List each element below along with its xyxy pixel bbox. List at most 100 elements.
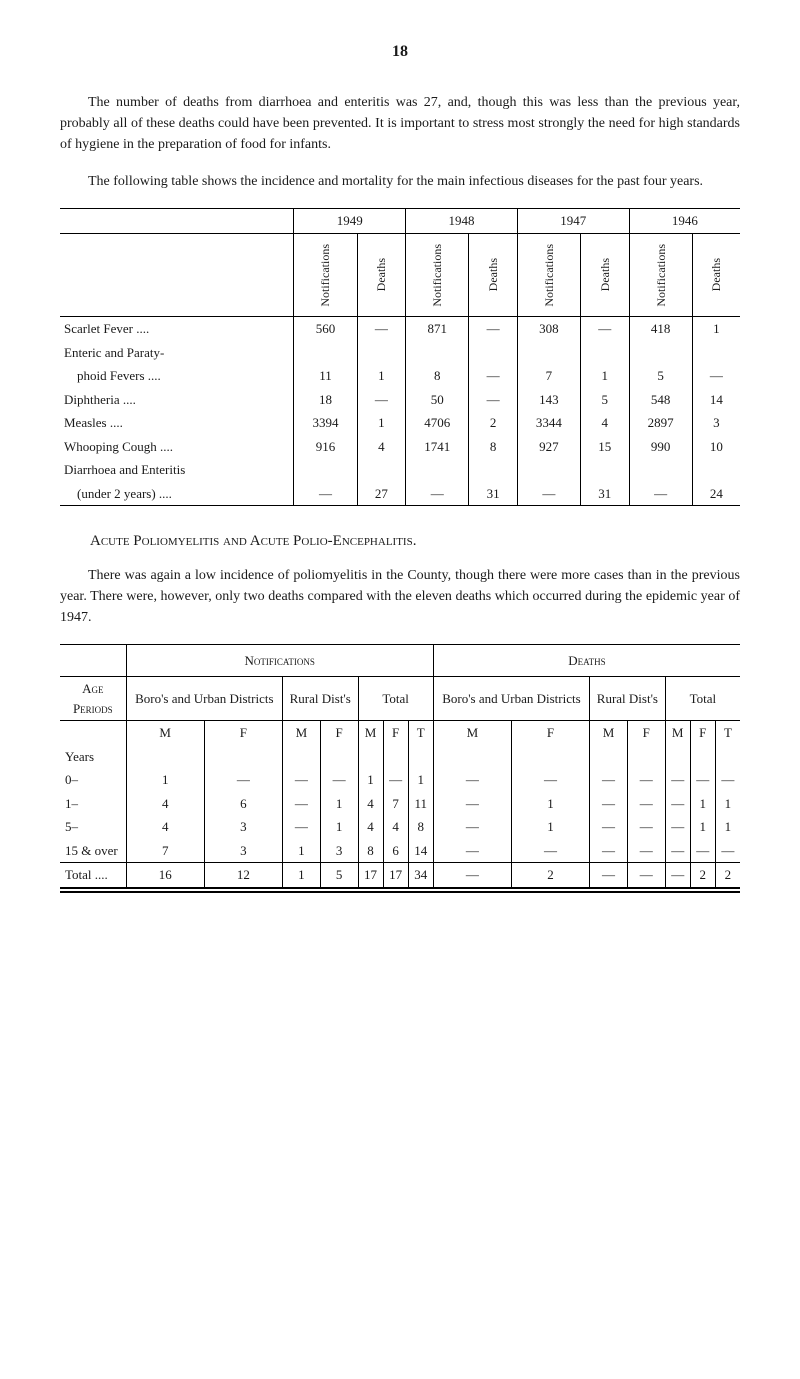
cell: 4: [357, 435, 406, 459]
col-deaths: Deaths: [357, 233, 406, 317]
cell: [517, 341, 580, 365]
cell: —: [469, 388, 518, 412]
cell: —: [627, 815, 665, 839]
cell: 8: [408, 815, 433, 839]
cell: —: [469, 317, 518, 341]
cell: 1: [715, 815, 740, 839]
cell: 15: [580, 435, 629, 459]
cell: —: [627, 863, 665, 888]
cell: 4706: [406, 411, 469, 435]
cell: 34: [408, 863, 433, 888]
cell: —: [282, 815, 320, 839]
cell: 18: [294, 388, 357, 412]
cell: 7: [517, 364, 580, 388]
cell: —: [590, 863, 628, 888]
cell: [629, 458, 692, 482]
table-row-label: 15 & over: [60, 839, 126, 863]
cell: 4: [126, 792, 204, 816]
cell: 2897: [629, 411, 692, 435]
cell: 1741: [406, 435, 469, 459]
cell: [294, 341, 357, 365]
cell: [294, 458, 357, 482]
cell: 14: [408, 839, 433, 863]
cell: —: [517, 482, 580, 506]
cell: 916: [294, 435, 357, 459]
cell: —: [433, 863, 511, 888]
poliomyelitis-table: Notifications Deaths Age Periods Boro's …: [60, 644, 740, 893]
cell: —: [383, 768, 408, 792]
cell: 3: [204, 815, 282, 839]
cell: —: [590, 792, 628, 816]
cell: [406, 458, 469, 482]
cell: [406, 341, 469, 365]
cell: [469, 341, 518, 365]
cell: 16: [126, 863, 204, 888]
cell: —: [511, 768, 589, 792]
cell: [629, 341, 692, 365]
mft-f: F: [690, 721, 715, 745]
cell: —: [627, 839, 665, 863]
cell: 1: [282, 839, 320, 863]
cell: 560: [294, 317, 357, 341]
boro-header: Boro's and Urban Districts: [433, 677, 589, 721]
year-header: 1946: [629, 209, 740, 234]
cell: 3: [692, 411, 740, 435]
cell: 3: [320, 839, 358, 863]
cell: [580, 341, 629, 365]
mft-f: F: [320, 721, 358, 745]
table-row-label: phoid Fevers ....: [60, 364, 294, 388]
cell: 12: [204, 863, 282, 888]
cell: —: [590, 815, 628, 839]
cell: —: [665, 815, 690, 839]
cell: —: [665, 863, 690, 888]
table-row-label: 0–: [60, 768, 126, 792]
cell: 1: [580, 364, 629, 388]
cell: 1: [357, 411, 406, 435]
cell: [517, 458, 580, 482]
infectious-diseases-table: 1949 1948 1947 1946 Notifications Deaths…: [60, 208, 740, 506]
cell: —: [692, 364, 740, 388]
empty-cell: [60, 233, 294, 317]
cell: 1: [408, 768, 433, 792]
cell: 3: [204, 839, 282, 863]
cell: 14: [692, 388, 740, 412]
cell: 3394: [294, 411, 357, 435]
cell: —: [357, 388, 406, 412]
cell: 10: [692, 435, 740, 459]
cell: —: [690, 839, 715, 863]
mft-m: M: [282, 721, 320, 745]
mft-f: F: [383, 721, 408, 745]
age-periods-label: Age Periods: [60, 677, 126, 721]
mft-t: T: [715, 721, 740, 745]
cell: 1: [690, 815, 715, 839]
cell: 8: [406, 364, 469, 388]
cell: —: [590, 768, 628, 792]
cell: —: [590, 839, 628, 863]
cell: —: [627, 768, 665, 792]
empty-cell: [60, 644, 126, 677]
years-label: Years: [60, 745, 126, 769]
section-heading: Acute Poliomyelitis and Acute Polio-Ence…: [60, 530, 740, 553]
cell: [357, 458, 406, 482]
cell: 418: [629, 317, 692, 341]
mft-f: F: [627, 721, 665, 745]
cell: —: [629, 482, 692, 506]
cell: 6: [383, 839, 408, 863]
col-notifications: Notifications: [406, 233, 469, 317]
year-header: 1949: [294, 209, 406, 234]
cell: 1: [357, 364, 406, 388]
rural-header: Rural Dist's: [590, 677, 666, 721]
cell: 1: [320, 792, 358, 816]
cell: 4: [126, 815, 204, 839]
cell: 308: [517, 317, 580, 341]
cell: —: [204, 768, 282, 792]
total-header: Total: [665, 677, 740, 721]
total-header: Total: [358, 677, 433, 721]
cell: —: [294, 482, 357, 506]
empty-cell: [60, 721, 126, 745]
cell: 3344: [517, 411, 580, 435]
cell: 50: [406, 388, 469, 412]
year-header: 1947: [517, 209, 629, 234]
cell: —: [406, 482, 469, 506]
cell: —: [715, 768, 740, 792]
